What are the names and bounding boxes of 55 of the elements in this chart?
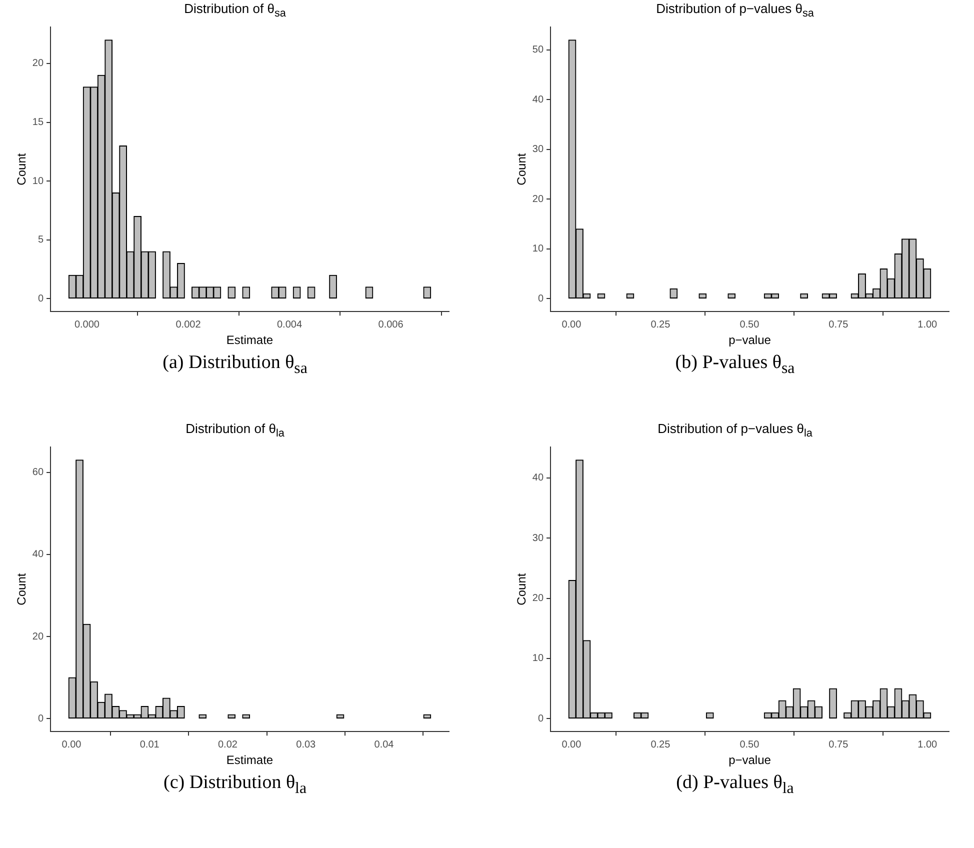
y-tick-label: 10 [32, 176, 44, 187]
x-tick-label: 0.01 [140, 739, 160, 750]
y-tick-label: 10 [532, 244, 544, 255]
y-tick-label: 50 [532, 44, 544, 56]
chart-title: Distribution of p−values θ$_{la}$ [656, 420, 814, 440]
y-axis-title: Count [14, 152, 29, 186]
y-tick-label: 10 [532, 653, 544, 664]
x-axis-title: Estimate [226, 753, 274, 768]
y-tick-label: 0 [38, 713, 44, 724]
x-tick-label: 0.75 [828, 739, 849, 750]
x-tick-label: 0.50 [740, 739, 760, 750]
x-tick-label: 0.25 [650, 739, 671, 750]
y-tick-label: 20 [32, 58, 44, 70]
y-tick-label: 60 [32, 467, 44, 478]
y-tick-label: 20 [32, 631, 44, 642]
y-tick-label: 5 [38, 234, 44, 246]
y-tick-label: 0 [38, 293, 44, 304]
x-tick-label: 0.03 [296, 739, 316, 750]
x-tick-label: 0.00 [562, 739, 582, 750]
y-tick-label: 30 [532, 532, 544, 544]
text: (d) P-values θ$_{la}$ [675, 772, 795, 798]
text: (a) Distribution θ$_{sa}$ [162, 352, 308, 378]
y-tick-label: 20 [532, 194, 544, 205]
x-axis-title: p−value [728, 753, 772, 768]
x-tick-label: 0.00 [62, 739, 82, 750]
x-tick-label: 0.04 [374, 739, 394, 750]
y-tick-label: 0 [538, 713, 544, 724]
y-tick-label: 30 [532, 144, 544, 156]
x-tick-label: 0.50 [740, 319, 760, 330]
chart-title: Distribution of θ$_{la}$ [184, 420, 286, 440]
x-tick-label: 0.002 [176, 319, 202, 330]
chart-title: Distribution of θ$_{sa}$ [183, 0, 287, 20]
y-axis-title: Count [514, 572, 529, 606]
y-tick-label: 15 [32, 117, 44, 128]
y-tick-label: 40 [532, 472, 544, 484]
x-tick-label: 0.02 [218, 739, 238, 750]
y-tick-label: 0 [538, 293, 544, 304]
x-tick-label: 0.25 [650, 319, 671, 330]
x-axis-title: p−value [728, 333, 772, 348]
y-axis-title: Count [14, 572, 29, 606]
y-tick-label: 40 [532, 94, 544, 106]
x-tick-label: 0.000 [74, 319, 100, 330]
x-tick-label: 0.00 [562, 319, 582, 330]
text: (c) Distribution θ$_{la}$ [162, 772, 308, 798]
y-axis-title: Count [514, 152, 529, 186]
x-axis-title: Estimate [226, 333, 274, 348]
x-tick-label: 1.00 [918, 739, 938, 750]
x-tick-label: 0.006 [378, 319, 404, 330]
x-tick-label: 0.75 [828, 319, 849, 330]
chart-title: Distribution of p−values θ$_{sa}$ [655, 0, 815, 20]
x-tick-label: 0.004 [276, 319, 302, 330]
text: (b) P-values θ$_{sa}$ [674, 352, 796, 378]
x-tick-label: 1.00 [918, 319, 938, 330]
y-tick-label: 20 [532, 593, 544, 604]
y-tick-label: 40 [32, 549, 44, 560]
